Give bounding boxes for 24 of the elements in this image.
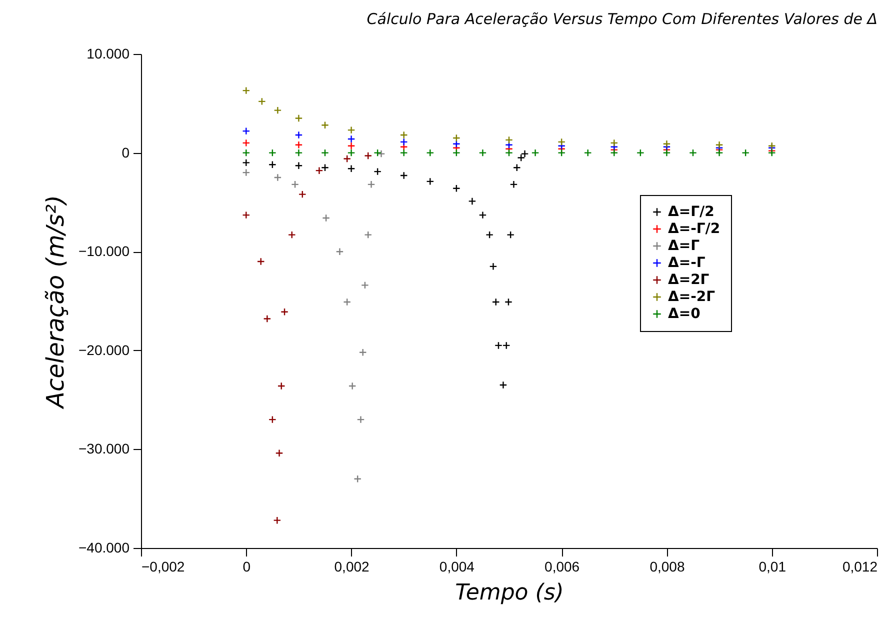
x-tick-label: 0,01 <box>758 558 786 574</box>
y-tick-label: 10.000 <box>86 46 130 62</box>
x-tick-label: 0,006 <box>544 558 580 574</box>
legend-label: Δ=Γ/2 <box>668 204 714 220</box>
x-tick-label: 0,008 <box>650 558 685 574</box>
x-tick-label: 0,002 <box>334 558 370 574</box>
legend-label: Δ=2Γ <box>668 272 710 288</box>
legend-label: Δ=-Γ <box>668 255 706 271</box>
chart-title: Cálculo Para Aceleração Versus Tempo Com Diferentes Valores de Δ <box>366 10 878 28</box>
legend-label: Δ=-Γ/2 <box>668 221 720 237</box>
legend-label: Δ=-2Γ <box>668 289 716 305</box>
x-tick-label: 0,012 <box>842 558 878 574</box>
x-tick-label: −0,002 <box>142 558 185 574</box>
x-axis-title: Tempo (s) <box>455 580 564 606</box>
legend-label: Δ=Γ <box>668 238 700 254</box>
x-tick-label: 0 <box>242 558 251 574</box>
legend-label: Δ=0 <box>668 306 701 322</box>
y-tick-label: −20.000 <box>78 342 130 358</box>
y-tick-label: 0 <box>122 144 130 160</box>
x-tick-label: 0,004 <box>439 558 475 574</box>
y-tick-label: −30.000 <box>78 440 130 457</box>
y-tick-label: −10.000 <box>78 243 130 260</box>
y-axis-title: Aceleração (m/s²) <box>42 195 70 410</box>
y-tick-label: −40.000 <box>78 540 130 556</box>
